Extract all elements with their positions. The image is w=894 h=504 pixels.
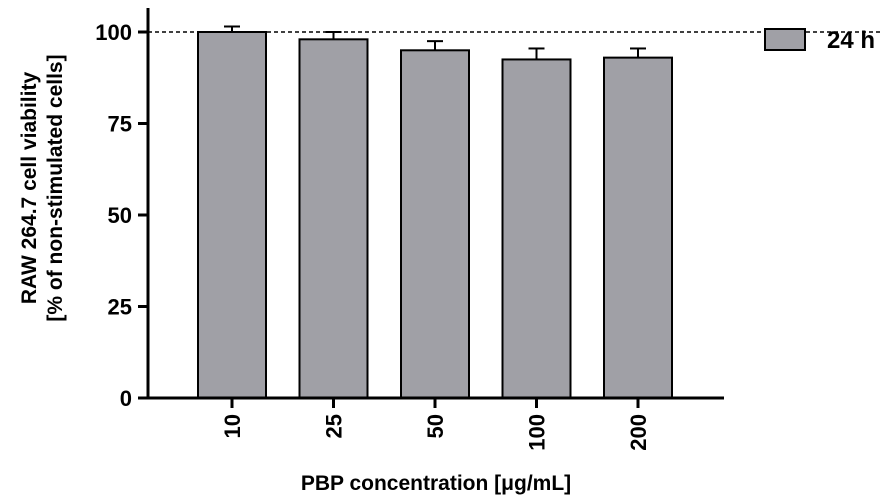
y-axis-label-line1: RAW 264.7 cell viability (18, 72, 41, 305)
bar-10 (197, 31, 267, 399)
bars-group (197, 31, 673, 400)
x-tick-label-10: 10 (220, 414, 245, 438)
axes-group (138, 8, 724, 408)
legend: 24 h (764, 27, 875, 54)
tick-labels-group: 0 25 50 75 100 10 25 50 100 200 (95, 20, 651, 451)
y-tick-label-50: 50 (108, 203, 132, 228)
x-tick-label-50: 50 (423, 414, 448, 438)
y-tick-label-75: 75 (108, 112, 132, 137)
bar-100 (501, 58, 572, 399)
y-axis-label-line2: [% of non-stimulated cells] (44, 54, 67, 321)
legend-label: 24 h (827, 27, 875, 54)
legend-swatch (764, 28, 806, 51)
bar-200 (603, 56, 673, 400)
x-tick-label-100: 100 (525, 414, 550, 451)
error-bars-group (224, 25, 646, 60)
bar-25 (298, 38, 369, 399)
bar-50 (400, 49, 470, 400)
x-tick-label-25: 25 (322, 414, 347, 438)
y-tick-label-0: 0 (120, 386, 132, 411)
y-tick-label-100: 100 (95, 20, 132, 45)
x-tick-label-200: 200 (626, 414, 651, 451)
x-axis-label: PBP concentration [μg/mL] (301, 472, 571, 495)
y-tick-label-25: 25 (108, 295, 132, 320)
